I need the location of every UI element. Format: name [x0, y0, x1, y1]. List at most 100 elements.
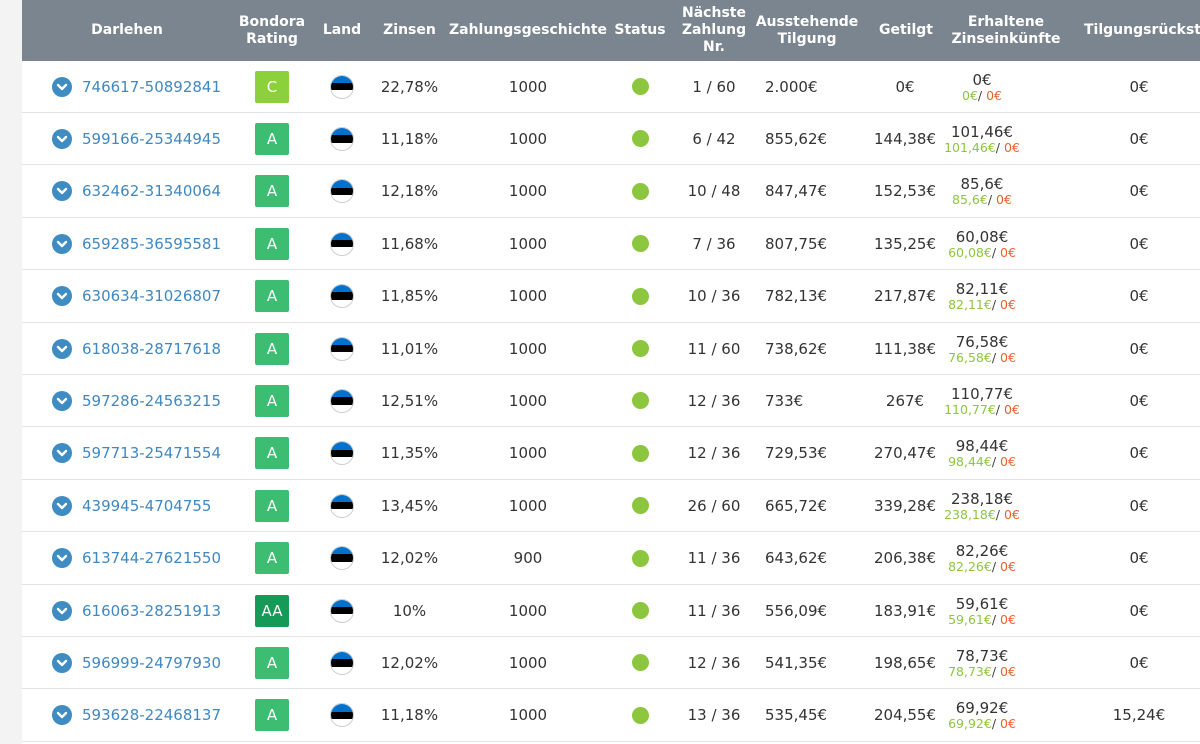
chevron-down-circle-icon[interactable] [52, 652, 72, 673]
loan-id-link[interactable]: 597286-24563215 [82, 391, 222, 410]
loan-id-link[interactable]: 618038-28717618 [82, 339, 222, 358]
received-interest-breakdown: 101,46€/ 0€ [944, 139, 1020, 155]
received-interest-positive: 59,61€ [948, 611, 992, 627]
column-header-rating[interactable]: Bondora Rating [238, 13, 306, 47]
received-interest-cell: 78,73€ 78,73€/ 0€ [927, 637, 1037, 688]
table-row: 630634-31026807 A 11,85% 1000 10 / 36 78… [22, 271, 1200, 323]
received-interest-breakdown: 238,18€/ 0€ [944, 506, 1020, 522]
column-header-ausstehende-tilgung[interactable]: Ausstehende Tilgung [755, 13, 859, 47]
chevron-down-circle-icon[interactable] [52, 286, 72, 307]
loan-id-link[interactable]: 593628-22468137 [82, 706, 222, 725]
repaid-principal: 111,38€ [873, 339, 937, 358]
rating-badge: A [255, 489, 289, 522]
column-header-land[interactable]: Land [322, 22, 362, 38]
outstanding-principal: 556,09€ [765, 601, 828, 620]
chevron-down-circle-icon[interactable] [52, 390, 72, 411]
rating-badge: A [255, 122, 289, 155]
rating-badge: A [255, 227, 289, 260]
received-interest-cell: 59,61€ 59,61€/ 0€ [927, 585, 1037, 636]
rating-badge: A [255, 542, 289, 575]
rating-badge: A [255, 646, 289, 679]
estonia-flag-icon [330, 650, 354, 675]
received-interest-negative: 0€ [996, 192, 1012, 208]
chevron-down-circle-icon[interactable] [52, 548, 72, 569]
loan-cell: 632462-31340064 [52, 166, 232, 217]
table-row: 616063-28251913 AA 10% 1000 11 / 36 556,… [22, 585, 1200, 637]
received-interest-negative: 0€ [1003, 139, 1020, 155]
loan-id-link[interactable]: 659285-36595581 [82, 234, 222, 253]
estonia-flag-icon [330, 74, 354, 99]
interest-rate: 11,01% [380, 339, 439, 358]
country-cell [324, 690, 360, 741]
chevron-down-circle-icon[interactable] [52, 338, 72, 359]
country-cell [324, 533, 360, 584]
loan-id-link[interactable]: 596999-24797930 [82, 653, 222, 672]
received-interest-breakdown: 98,44€/ 0€ [948, 454, 1016, 470]
loan-cell: 597286-24563215 [52, 375, 232, 426]
country-cell [324, 323, 360, 374]
chevron-down-circle-icon[interactable] [52, 181, 72, 202]
estonia-flag-icon [330, 284, 354, 309]
loan-id-link[interactable]: 597713-25471554 [82, 444, 222, 463]
rating-cell: A [253, 637, 291, 688]
received-interest-positive: 76,58€ [948, 349, 992, 365]
loan-cell: 593628-22468137 [52, 690, 232, 741]
chevron-down-circle-icon[interactable] [52, 233, 72, 254]
loan-id-link[interactable]: 599166-25344945 [82, 129, 222, 148]
country-cell [324, 61, 360, 112]
rating-badge: A [255, 280, 289, 313]
table-row: 659285-36595581 A 11,68% 1000 7 / 36 807… [22, 218, 1200, 271]
received-interest-positive: 238,18€ [944, 506, 996, 522]
next-payment-number: 6 / 42 [692, 129, 736, 148]
principal-arrears: 0€ [1129, 391, 1149, 410]
received-interest-total: 110,77€ [950, 384, 1014, 403]
column-header-naechste-zahlung[interactable]: Nächste Zahlung Nr. [681, 5, 747, 55]
column-header-zahlungsgeschichte[interactable]: Zahlungsgeschichte [448, 22, 608, 38]
chevron-down-circle-icon[interactable] [52, 495, 72, 516]
country-cell [324, 271, 360, 322]
repaid-principal: 0€ [895, 77, 915, 96]
loan-id-link[interactable]: 616063-28251913 [82, 601, 222, 620]
interest-rate: 12,18% [380, 182, 439, 201]
chevron-down-circle-icon[interactable] [52, 600, 72, 621]
next-payment-number: 13 / 36 [687, 706, 741, 725]
loan-cell: 599166-25344945 [52, 113, 232, 164]
outstanding-principal: 738,62€ [765, 339, 828, 358]
rating-cell: A [253, 166, 291, 217]
column-header-zinsen[interactable]: Zinsen [383, 22, 436, 38]
chevron-down-circle-icon[interactable] [52, 128, 72, 149]
estonia-flag-icon [330, 493, 354, 518]
estonia-flag-icon [330, 598, 354, 623]
column-header-status[interactable]: Status [614, 22, 666, 38]
received-interest-breakdown: 76,58€/ 0€ [948, 349, 1016, 365]
chevron-down-circle-icon[interactable] [52, 76, 72, 97]
received-interest-total: 82,26€ [955, 542, 1009, 561]
column-header-erhaltene-zinseinkuenfte[interactable]: Erhaltene Zinseinkünfte [951, 13, 1061, 47]
loan-id-link[interactable]: 632462-31340064 [82, 182, 222, 201]
payment-history: 900 [513, 549, 543, 568]
loan-id-link[interactable]: 746617-50892841 [82, 77, 222, 96]
received-interest-negative: 0€ [1000, 663, 1016, 679]
status-cell [622, 218, 658, 269]
payment-history: 1000 [508, 391, 548, 410]
received-interest-negative: 0€ [1000, 349, 1016, 365]
principal-arrears: 15,24€ [1112, 706, 1166, 725]
interest-rate: 11,18% [380, 706, 439, 725]
status-dot-icon [631, 235, 649, 253]
column-header-darlehen[interactable]: Darlehen [91, 22, 163, 38]
loan-id-link[interactable]: 613744-27621550 [82, 549, 222, 568]
chevron-down-circle-icon[interactable] [52, 705, 72, 726]
table-row: 596999-24797930 A 12,02% 1000 12 / 36 54… [22, 637, 1200, 690]
status-dot-icon [631, 706, 649, 724]
country-cell [324, 218, 360, 269]
rating-cell: A [253, 480, 291, 531]
chevron-down-circle-icon[interactable] [52, 443, 72, 464]
loan-id-link[interactable]: 630634-31026807 [82, 287, 222, 306]
interest-rate: 11,68% [380, 234, 439, 253]
column-header-getilgt[interactable]: Getilgt [879, 22, 933, 38]
received-interest-total: 60,08€ [955, 227, 1009, 246]
column-header-tilgungsrueckstand[interactable]: Tilgungsrückst [1084, 22, 1200, 38]
loan-id-link[interactable]: 439945-4704755 [82, 496, 212, 515]
interest-rate: 12,02% [380, 549, 439, 568]
received-interest-total: 85,6€ [960, 175, 1004, 194]
